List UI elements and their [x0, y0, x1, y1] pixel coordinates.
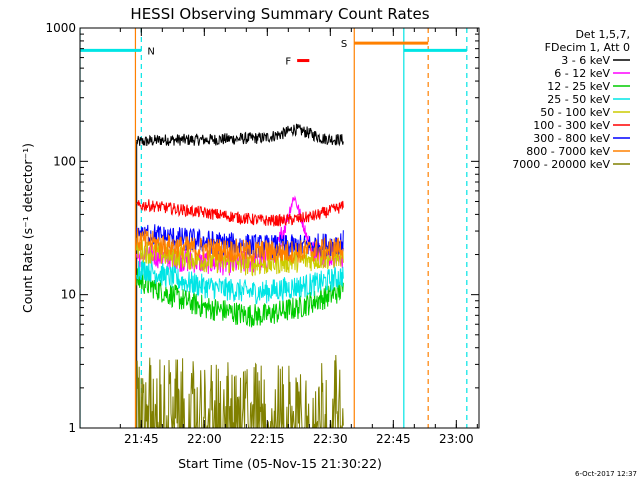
x-tick-label-4: 22:45 [376, 432, 411, 446]
x-tick-label-0: 21:45 [124, 432, 159, 446]
y-tick-label-1: 10 [61, 288, 76, 302]
x-tick-label-3: 22:30 [313, 432, 348, 446]
series-line-7000-20000-kev [136, 354, 344, 428]
legend-label-300-800-kev: 300 - 800 keV [533, 132, 610, 145]
legend-label-3-6-kev: 3 - 6 keV [561, 54, 610, 67]
y-tick-label-2: 100 [53, 154, 76, 168]
legend-label-6-12-kev: 6 - 12 keV [554, 67, 610, 80]
flag-segments: N S F [80, 39, 467, 68]
flag-label-f: F [285, 57, 291, 68]
x-tick-label-2: 22:15 [250, 432, 285, 446]
legend-label-800-7000-kev: 800 - 7000 keV [526, 145, 610, 158]
y-axis-label: Count Rate (s⁻¹ detector⁻¹) [20, 143, 35, 313]
y-tick-label-3: 1000 [45, 21, 76, 35]
legend-label-100-300-kev: 100 - 300 keV [533, 119, 610, 132]
footer-timestamp: 6-Oct-2017 12:37 [575, 470, 637, 478]
legend-label-50-100-kev: 50 - 100 keV [540, 106, 610, 119]
y-axis-ticks: 1 10 100 1000 [45, 21, 479, 435]
series-line-12-25-kev [136, 268, 344, 328]
legend-label-12-25-kev: 12 - 25 keV [547, 80, 610, 93]
flag-label-s: S [341, 39, 347, 50]
flag-label-n: N [147, 46, 154, 57]
x-tick-label-1: 22:00 [187, 432, 222, 446]
vertical-marker-lines [80, 28, 468, 428]
legend-header-detectors: Det 1,5,7, [575, 28, 630, 41]
legend-label-7000-20000-kev: 7000 - 20000 keV [512, 158, 610, 171]
x-tick-label-5: 23:00 [439, 432, 474, 446]
series-line-100-300-kev [136, 199, 344, 227]
x-axis-label: Start Time (05-Nov-15 21:30:22) [178, 456, 382, 471]
plot-frame [79, 27, 480, 429]
legend-label-25-50-kev: 25 - 50 keV [547, 93, 610, 106]
y-tick-label-0: 1 [68, 421, 76, 435]
series-line-25-50-kev [136, 259, 344, 305]
x-axis-ticks: 21:45 22:00 22:15 22:30 22:45 23:00 [119, 28, 478, 446]
series-line-3-6-kev [136, 123, 344, 147]
series-lines [136, 123, 344, 428]
legend-header-decimation: FDecim 1, Att 0 [545, 41, 630, 54]
chart-title: HESSI Observing Summary Count Rates [130, 5, 429, 23]
series-line-800-7000-kev [136, 228, 344, 264]
